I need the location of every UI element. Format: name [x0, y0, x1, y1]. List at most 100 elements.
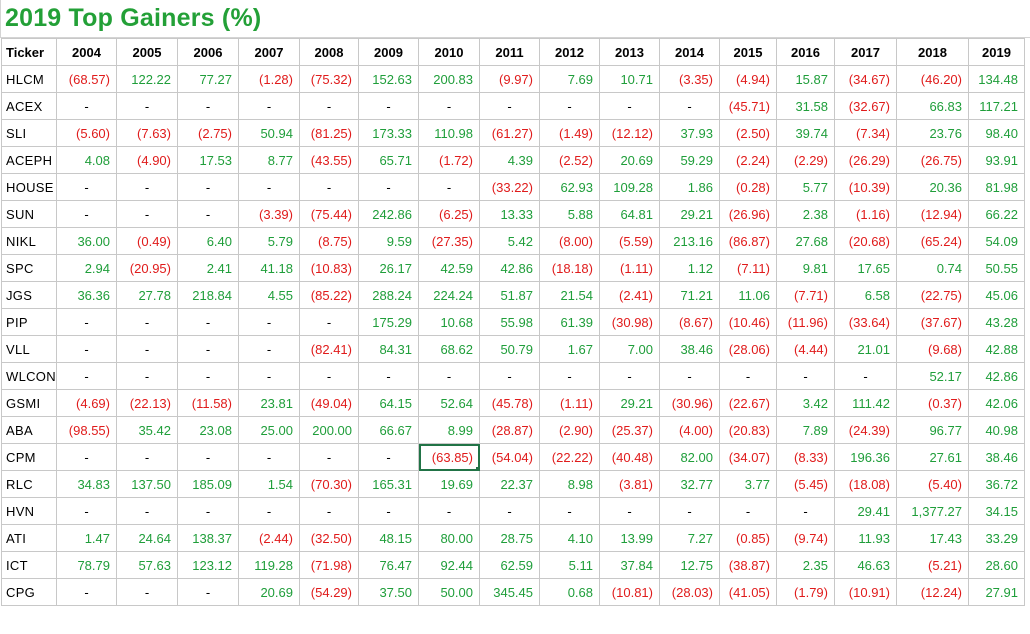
value-cell[interactable]: (82.41): [299, 335, 359, 363]
value-cell[interactable]: 50.55: [968, 254, 1025, 282]
value-cell[interactable]: 24.64: [116, 524, 178, 552]
value-cell[interactable]: (0.49): [116, 227, 178, 255]
value-cell[interactable]: -: [418, 362, 480, 390]
value-cell[interactable]: 27.68: [776, 227, 835, 255]
value-cell[interactable]: 3.77: [719, 470, 777, 498]
value-cell[interactable]: (8.00): [539, 227, 600, 255]
value-cell[interactable]: -: [358, 92, 419, 120]
value-cell[interactable]: (1.72): [418, 146, 480, 174]
value-cell[interactable]: 23.08: [177, 416, 239, 444]
value-cell[interactable]: -: [116, 362, 178, 390]
value-cell[interactable]: (70.30): [299, 470, 359, 498]
value-cell[interactable]: (4.90): [116, 146, 178, 174]
ticker-cell[interactable]: CPG: [1, 578, 57, 606]
value-cell[interactable]: (0.37): [896, 389, 969, 417]
value-cell[interactable]: (61.27): [479, 119, 540, 147]
value-cell[interactable]: 10.71: [599, 65, 660, 93]
ticker-cell[interactable]: HLCM: [1, 65, 57, 93]
value-cell[interactable]: 6.58: [834, 281, 897, 309]
ticker-cell[interactable]: ATI: [1, 524, 57, 552]
value-cell[interactable]: (3.35): [659, 65, 720, 93]
value-cell[interactable]: -: [479, 92, 540, 120]
value-cell[interactable]: 23.81: [238, 389, 300, 417]
value-cell[interactable]: 27.78: [116, 281, 178, 309]
value-cell[interactable]: 50.00: [418, 578, 480, 606]
value-cell[interactable]: -: [177, 92, 239, 120]
value-cell[interactable]: 93.91: [968, 146, 1025, 174]
value-cell[interactable]: 345.45: [479, 578, 540, 606]
value-cell[interactable]: 2.94: [56, 254, 117, 282]
value-cell[interactable]: 1.67: [539, 335, 600, 363]
value-cell[interactable]: -: [599, 362, 660, 390]
value-cell[interactable]: 50.79: [479, 335, 540, 363]
value-cell[interactable]: -: [177, 200, 239, 228]
value-cell[interactable]: 36.72: [968, 470, 1025, 498]
value-cell[interactable]: 59.29: [659, 146, 720, 174]
value-cell[interactable]: 92.44: [418, 551, 480, 579]
value-cell[interactable]: (32.50): [299, 524, 359, 552]
value-cell[interactable]: 33.29: [968, 524, 1025, 552]
ticker-cell[interactable]: SPC: [1, 254, 57, 282]
value-cell[interactable]: 19.69: [418, 470, 480, 498]
value-cell[interactable]: -: [539, 92, 600, 120]
value-cell[interactable]: 71.21: [659, 281, 720, 309]
value-cell[interactable]: 32.77: [659, 470, 720, 498]
column-header-2004[interactable]: 2004: [56, 38, 117, 66]
value-cell[interactable]: 200.83: [418, 65, 480, 93]
value-cell[interactable]: -: [116, 578, 178, 606]
value-cell[interactable]: (3.81): [599, 470, 660, 498]
ticker-cell[interactable]: ACEPH: [1, 146, 57, 174]
value-cell[interactable]: 40.98: [968, 416, 1025, 444]
ticker-cell[interactable]: JGS: [1, 281, 57, 309]
value-cell[interactable]: 123.12: [177, 551, 239, 579]
ticker-cell[interactable]: CPM: [1, 443, 57, 471]
value-cell[interactable]: -: [177, 308, 239, 336]
value-cell[interactable]: 29.21: [659, 200, 720, 228]
value-cell[interactable]: 76.47: [358, 551, 419, 579]
value-cell[interactable]: 64.15: [358, 389, 419, 417]
value-cell[interactable]: -: [177, 578, 239, 606]
value-cell[interactable]: 42.06: [968, 389, 1025, 417]
value-cell[interactable]: (24.39): [834, 416, 897, 444]
value-cell[interactable]: (98.55): [56, 416, 117, 444]
value-cell[interactable]: (12.94): [896, 200, 969, 228]
value-cell[interactable]: -: [299, 362, 359, 390]
value-cell[interactable]: -: [56, 308, 117, 336]
value-cell[interactable]: 6.40: [177, 227, 239, 255]
value-cell[interactable]: -: [177, 173, 239, 201]
value-cell[interactable]: -: [719, 497, 777, 525]
ticker-cell[interactable]: VLL: [1, 335, 57, 363]
value-cell[interactable]: (12.12): [599, 119, 660, 147]
value-cell[interactable]: 55.98: [479, 308, 540, 336]
value-cell[interactable]: (9.68): [896, 335, 969, 363]
value-cell[interactable]: (34.67): [834, 65, 897, 93]
value-cell[interactable]: -: [116, 308, 178, 336]
value-cell[interactable]: (2.50): [719, 119, 777, 147]
value-cell[interactable]: 54.09: [968, 227, 1025, 255]
value-cell[interactable]: 15.87: [776, 65, 835, 93]
value-cell[interactable]: 5.11: [539, 551, 600, 579]
value-cell[interactable]: (33.64): [834, 308, 897, 336]
value-cell[interactable]: 137.50: [116, 470, 178, 498]
value-cell[interactable]: 5.42: [479, 227, 540, 255]
value-cell[interactable]: 26.17: [358, 254, 419, 282]
value-cell[interactable]: 64.81: [599, 200, 660, 228]
value-cell[interactable]: (20.68): [834, 227, 897, 255]
ticker-cell[interactable]: RLC: [1, 470, 57, 498]
value-cell[interactable]: (1.11): [599, 254, 660, 282]
column-header-2015[interactable]: 2015: [719, 38, 777, 66]
value-cell[interactable]: 4.39: [479, 146, 540, 174]
column-header-2014[interactable]: 2014: [659, 38, 720, 66]
value-cell[interactable]: -: [599, 497, 660, 525]
value-cell[interactable]: 8.77: [238, 146, 300, 174]
value-cell[interactable]: -: [238, 443, 300, 471]
value-cell[interactable]: -: [177, 497, 239, 525]
value-cell[interactable]: 111.42: [834, 389, 897, 417]
value-cell[interactable]: 3.42: [776, 389, 835, 417]
value-cell[interactable]: (20.95): [116, 254, 178, 282]
value-cell[interactable]: 38.46: [968, 443, 1025, 471]
value-cell[interactable]: (4.94): [719, 65, 777, 93]
value-cell[interactable]: 109.28: [599, 173, 660, 201]
value-cell[interactable]: 5.88: [539, 200, 600, 228]
value-cell[interactable]: 81.98: [968, 173, 1025, 201]
